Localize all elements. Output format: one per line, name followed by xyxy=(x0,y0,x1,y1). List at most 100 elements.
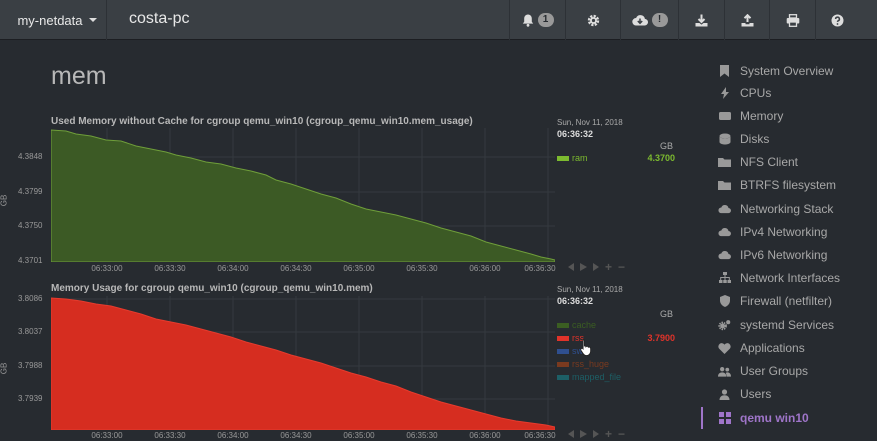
zoom-in-icon[interactable]: + xyxy=(605,427,613,441)
pan-left-icon[interactable] xyxy=(568,430,574,438)
legend-dimension-mapped-file[interactable]: mapped_file xyxy=(557,372,621,382)
zoom-out-icon[interactable]: − xyxy=(618,427,626,441)
sidebar-item-systemd[interactable]: systemd Services xyxy=(718,314,834,336)
legend-dimension-name: cache xyxy=(572,320,597,330)
sitemap-icon xyxy=(718,272,731,285)
sidebar-item-label: IPv4 Networking xyxy=(740,225,828,239)
sidebar-item-qemu-win10[interactable]: qemu win10 xyxy=(718,407,809,429)
pan-right-icon[interactable] xyxy=(593,263,599,271)
x-tick-label: 06:34:30 xyxy=(280,264,312,273)
alarms-button[interactable]: 1 xyxy=(509,0,565,40)
x-tick-label: 06:33:30 xyxy=(154,431,186,440)
y-tick-label: 3.7939 xyxy=(18,394,43,403)
sidebar-item-nfs-client[interactable]: NFS Client xyxy=(718,151,798,173)
legend-dimension-rss[interactable]: rss 3.7900 xyxy=(557,333,675,343)
y-tick-label: 3.7988 xyxy=(18,361,43,370)
legend-dimension-sw[interactable]: sw xyxy=(557,346,583,356)
chart-toolbox: + − xyxy=(568,427,626,441)
sidebar-item-ipv4[interactable]: IPv4 Networking xyxy=(718,221,827,243)
zoom-out-icon[interactable]: − xyxy=(618,260,626,274)
sidebar-item-applications[interactable]: Applications xyxy=(718,337,805,359)
play-icon[interactable] xyxy=(580,263,587,271)
x-tick-label: 06:35:00 xyxy=(343,431,375,440)
sidebar-item-networking-stack[interactable]: Networking Stack xyxy=(718,198,833,220)
y-tick-label: 4.3848 xyxy=(18,152,43,161)
legend-swatch xyxy=(557,374,569,380)
user-icon xyxy=(718,388,731,401)
cloud-icon xyxy=(718,203,731,216)
help-button[interactable] xyxy=(815,0,859,40)
sidebar-item-label: User Groups xyxy=(740,364,809,378)
legend-dimension-ram[interactable]: ram 4.3700 xyxy=(557,153,675,163)
pan-left-icon[interactable] xyxy=(568,263,574,271)
top-navbar: my-netdata costa-pc 1 ! xyxy=(0,0,877,40)
sidebar-item-label: NFS Client xyxy=(740,155,799,169)
play-icon[interactable] xyxy=(580,430,587,438)
sidebar-item-user-groups[interactable]: User Groups xyxy=(718,360,808,382)
sidebar-item-memory[interactable]: Memory xyxy=(718,105,783,127)
legend-dimension-cache[interactable]: cache xyxy=(557,320,596,330)
legend-dimension-name: ram xyxy=(572,153,588,163)
legend-dimension-name: rss xyxy=(572,333,584,343)
series-area-ram xyxy=(51,129,555,262)
sidebar-item-btrfs[interactable]: BTRFS filesystem xyxy=(718,174,836,196)
sidebar-item-ipv6[interactable]: IPv6 Networking xyxy=(718,244,827,266)
x-tick-label: 06:36:00 xyxy=(469,431,501,440)
sidebar-item-firewall[interactable]: Firewall (netfilter) xyxy=(718,290,832,312)
sidebar-item-cpus[interactable]: CPUs xyxy=(718,82,771,104)
disk-icon xyxy=(718,133,731,146)
import-button[interactable] xyxy=(678,0,724,40)
legend-time: 06:36:32 xyxy=(557,296,594,306)
gears-icon xyxy=(718,319,731,332)
shield-icon xyxy=(718,295,731,308)
chart-plot-mem-usage[interactable] xyxy=(51,128,555,262)
sidebar-item-label: BTRFS filesystem xyxy=(740,178,837,192)
mouse-cursor-icon xyxy=(580,339,591,356)
sidebar-item-label: Memory xyxy=(740,109,784,123)
x-tick-label: 06:34:00 xyxy=(217,264,249,273)
download-icon xyxy=(695,14,708,26)
sidebar-item-label: Networking Stack xyxy=(740,202,834,216)
folder-icon xyxy=(718,179,731,192)
sidebar-item-label: Disks xyxy=(740,132,770,146)
x-tick-label: 06:34:30 xyxy=(280,431,312,440)
sidebar-item-disks[interactable]: Disks xyxy=(718,128,769,150)
legend-swatch xyxy=(557,348,569,354)
x-tick-label: 06:36:00 xyxy=(469,264,501,273)
heartbeat-icon xyxy=(718,342,731,355)
memory-icon xyxy=(718,110,731,123)
sidebar-item-label: Applications xyxy=(740,341,805,355)
x-tick-label: 06:35:00 xyxy=(343,264,375,273)
legend-dimension-rss-huge[interactable]: rss_huge xyxy=(557,359,609,369)
legend-date: Sun, Nov 11, 2018 xyxy=(557,285,623,294)
sidebar-item-label: systemd Services xyxy=(740,318,835,332)
legend-time: 06:36:32 xyxy=(557,129,594,139)
print-button[interactable] xyxy=(769,0,815,40)
y-axis-label: GB xyxy=(0,362,9,375)
pan-right-icon[interactable] xyxy=(593,430,599,438)
legend-dimension-name: mapped_file xyxy=(572,372,622,382)
chart-plot-mem[interactable] xyxy=(51,296,555,430)
sidebar-item-label: Network Interfaces xyxy=(740,271,841,285)
sidebar-item-label: CPUs xyxy=(740,86,772,100)
y-tick-label: 4.3799 xyxy=(18,187,43,196)
x-tick-label: 06:36:30 xyxy=(524,264,556,273)
sidebar-item-system-overview[interactable]: System Overview xyxy=(718,60,833,82)
grid-icon xyxy=(718,412,731,425)
sidebar-item-users[interactable]: Users xyxy=(718,383,771,405)
legend-swatch xyxy=(557,335,569,341)
cloud-icon xyxy=(718,249,731,262)
zoom-in-icon[interactable]: + xyxy=(605,260,613,274)
caret-down-icon xyxy=(88,18,97,22)
settings-button[interactable] xyxy=(565,0,620,40)
x-tick-label: 06:33:30 xyxy=(154,264,186,273)
y-tick-label: 4.3750 xyxy=(18,221,43,230)
sidebar-item-label: Users xyxy=(740,387,772,401)
section-title: mem xyxy=(51,62,107,90)
update-button[interactable]: ! xyxy=(620,0,678,40)
server-selector-dropdown[interactable]: my-netdata xyxy=(8,0,107,40)
sidebar-item-label: Firewall (netfilter) xyxy=(740,294,833,308)
export-button[interactable] xyxy=(724,0,769,40)
sidebar-item-network-interfaces[interactable]: Network Interfaces xyxy=(718,267,840,289)
sidebar-item-label: System Overview xyxy=(740,64,834,78)
